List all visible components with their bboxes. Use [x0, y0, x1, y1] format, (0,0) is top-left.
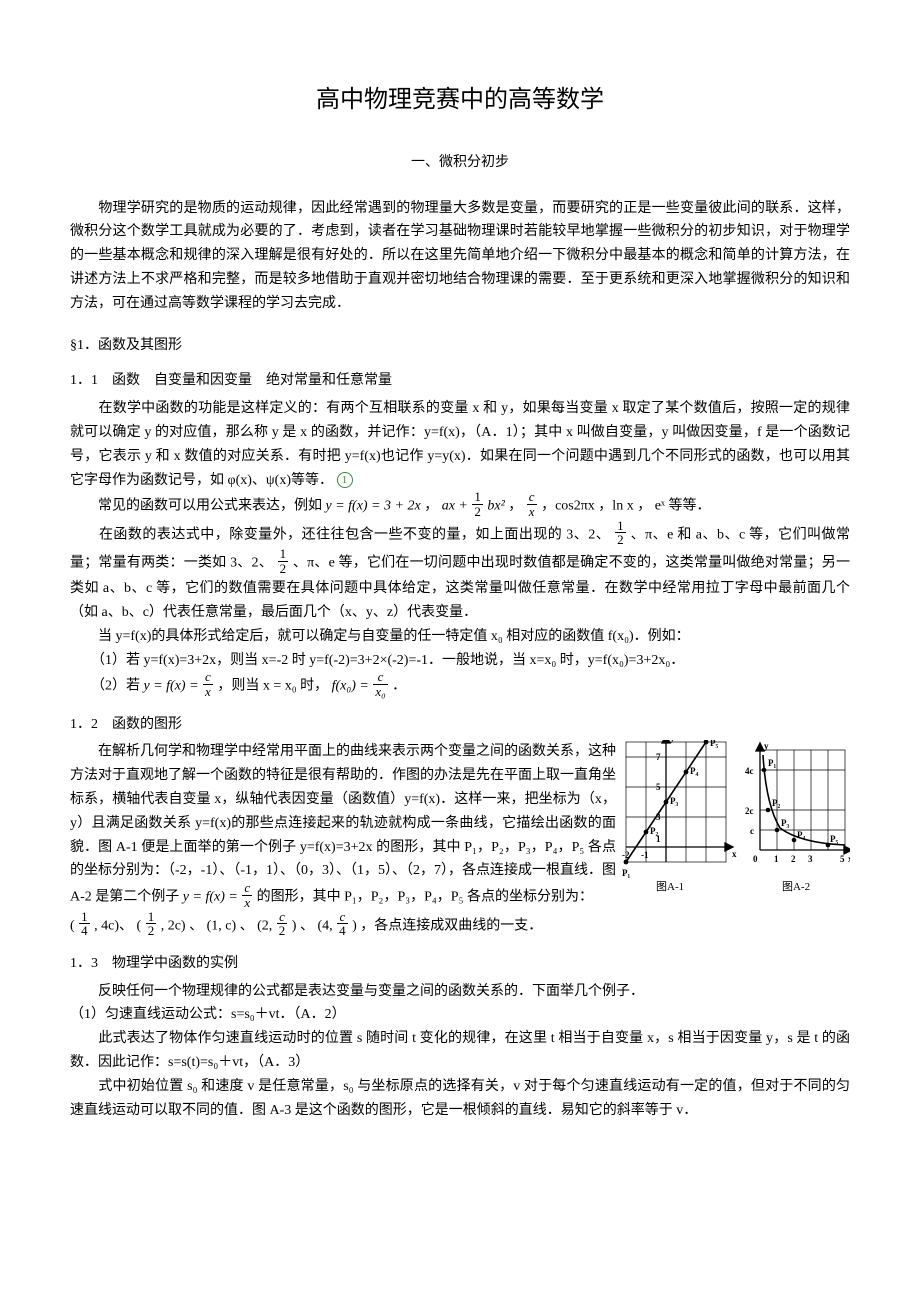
eq: bx²: [487, 499, 504, 514]
svg-text:1: 1: [656, 834, 661, 844]
svg-text:P₄: P₄: [797, 830, 805, 840]
section-1-1-p4: 当 y=f(x)的具体形式给定后，就可以确定与自变量的任一特定值 x₀ 相对应的…: [70, 625, 850, 649]
svg-text:2c: 2c: [745, 806, 754, 816]
fraction: 14: [79, 910, 90, 938]
fraction: 12: [146, 910, 157, 938]
text: 的图形，其中 P₁，P₂，P₃，P₄，P₅ 各点的坐标分别为：: [257, 890, 593, 905]
text: ，cos2πx ，ln x ， eˣ 等等．: [541, 499, 710, 514]
text: （2）若: [70, 679, 144, 694]
svg-text:y: y: [764, 741, 769, 751]
eq: y = f(x) =: [144, 679, 203, 694]
intro-paragraph: 物理学研究的是物质的运动规律，因此经常遇到的物理量大多数是变量，而要研究的正是一…: [70, 197, 850, 316]
text: (: [70, 918, 75, 933]
figures-a1-a2: y x P₅ P₄ P₃ P₂ P₁ 7 5 3 1 -2 -1 图A-1: [622, 740, 850, 892]
eq: f(x₀) =: [332, 679, 373, 694]
svg-text:y: y: [670, 740, 675, 743]
section-1-3-p3: 此式表达了物体作匀速直线运动时的位置 s 随时间 t 变化的规律，在这里 t 相…: [70, 1027, 850, 1075]
svg-text:P₁: P₁: [768, 758, 776, 768]
svg-text:c: c: [750, 826, 754, 836]
section-1-2-p2: ( 14 , 4c)、 ( 12 , 2c) 、 (1, c) 、 (2, c2…: [70, 912, 850, 940]
section-1-3-head: 1．3 物理学中函数的实例: [70, 952, 850, 976]
text: ．: [392, 679, 406, 694]
svg-text:1: 1: [774, 854, 779, 864]
svg-text:P₅: P₅: [830, 834, 838, 844]
svg-text:P₄: P₄: [690, 766, 698, 776]
text: , 2c) 、 (1, c) 、 (2,: [161, 918, 276, 933]
eq: ax +: [442, 499, 468, 514]
eq: y = f(x) = 3 + 2x: [326, 499, 421, 514]
svg-text:5: 5: [840, 854, 845, 864]
svg-text:2: 2: [791, 854, 796, 864]
section-1-1-p5: （1）若 y=f(x)=3+2x，则当 x=-2 时 y=f(-2)=3+2×(…: [70, 649, 850, 673]
fig-a2-label: 图A-2: [782, 880, 810, 892]
svg-text:4c: 4c: [745, 766, 754, 776]
text: ，则当 x = x₀ 时，: [217, 679, 328, 694]
page-subtitle: 一、微积分初步: [70, 151, 850, 175]
text: 常见的函数可以用公式来表达，例如: [70, 499, 326, 514]
section-1-1-p3: 在函数的表达式中，除变量外，还往往包含一些不变的量，如上面出现的 3、2、 12…: [70, 521, 850, 625]
text: 在函数的表达式中，除变量外，还往往包含一些不变的量，如上面出现的 3、2、: [70, 527, 610, 542]
circled-note-icon: 1: [337, 472, 353, 488]
svg-text:P₁: P₁: [622, 868, 630, 878]
fraction: 12: [472, 490, 483, 518]
section-1-1-p6: （2）若 y = f(x) = cx ，则当 x = x₀ 时， f(x₀) =…: [70, 672, 850, 700]
page-title: 高中物理竞赛中的高等数学: [70, 80, 850, 121]
fraction: 12: [278, 547, 289, 575]
svg-text:P₃: P₃: [670, 796, 678, 806]
eq: y = f(x) =: [183, 890, 242, 905]
svg-text:0: 0: [753, 854, 758, 864]
section-1-1-p1: 在数学中函数的功能是这样定义的：有两个互相联系的变量 x 和 y，如果每当变量 …: [70, 397, 850, 492]
text: ，: [424, 499, 438, 514]
fraction: cx: [242, 881, 252, 909]
svg-text:3: 3: [656, 812, 661, 822]
fig-a1-label: 图A-1: [656, 880, 684, 892]
text: 在解析几何学和物理学中经常用平面上的曲线来表示两个变量之间的函数关系，这种方法对…: [70, 744, 616, 904]
svg-text:5: 5: [656, 782, 661, 792]
text: , 4c)、 (: [94, 918, 141, 933]
svg-text:x: x: [848, 854, 850, 864]
fraction: c2: [277, 910, 288, 938]
svg-text:P₃: P₃: [781, 818, 789, 828]
section-1-3-p2: （1）匀速直线运动公式：s=s₀＋vt．（A．2）: [70, 1003, 850, 1027]
svg-text:3: 3: [808, 854, 813, 864]
svg-text:7: 7: [656, 752, 661, 762]
fraction: cx: [203, 670, 213, 698]
fraction: c4: [337, 910, 348, 938]
svg-text:x: x: [732, 849, 737, 859]
text: 在数学中函数的功能是这样定义的：有两个互相联系的变量 x 和 y，如果每当变量 …: [70, 401, 850, 487]
text: ) 、 (4,: [292, 918, 336, 933]
svg-text:-1: -1: [641, 850, 649, 860]
fraction: cx: [527, 490, 537, 518]
section-1-1-p2: 常见的函数可以用公式来表达，例如 y = f(x) = 3 + 2x ， ax …: [70, 492, 850, 520]
svg-text:P₅: P₅: [710, 740, 718, 748]
svg-text:P₂: P₂: [772, 798, 780, 808]
text: ) ，各点连接成双曲线的一支．: [352, 918, 542, 933]
section-1-3-p1: 反映任何一个物理规律的公式都是表达变量与变量之间的函数关系的．下面举几个例子．: [70, 980, 850, 1004]
section-1-3-p4: 式中初始位置 s₀ 和速度 v 是任意常量，s₀ 与坐标原点的选择有关，v 对于…: [70, 1075, 850, 1123]
svg-text:-2: -2: [622, 850, 630, 860]
section-1-1-head: 1．1 函数 自变量和因变量 绝对常量和任意常量: [70, 369, 850, 393]
text: ，: [508, 499, 522, 514]
section-1-2-head: 1．2 函数的图形: [70, 713, 850, 737]
fraction: 12: [615, 519, 626, 547]
fraction: cx₀: [373, 670, 387, 698]
section-1-head: §1．函数及其图形: [70, 334, 850, 358]
